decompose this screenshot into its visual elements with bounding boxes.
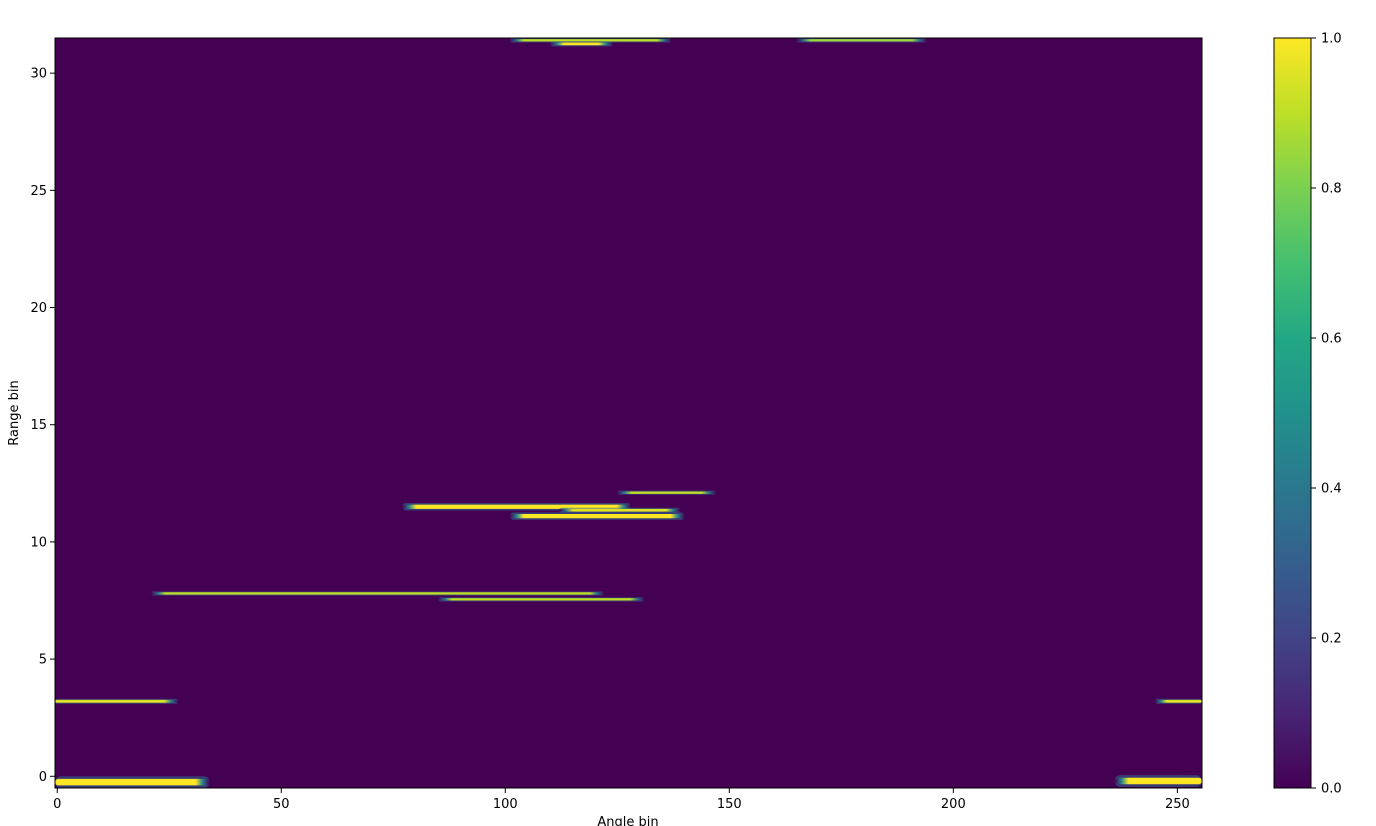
- plot-frame: [54, 37, 1203, 789]
- heatmap-feature: [550, 42, 613, 46]
- heatmap-feature: [509, 514, 685, 519]
- colorbar-tick-label: 0.2: [1321, 632, 1342, 647]
- x-axis-title: Angle bin: [597, 815, 658, 826]
- heatmap-feature: [1154, 699, 1202, 703]
- x-tick-label: 50: [273, 797, 290, 812]
- colorbar-tick-label: 0.8: [1321, 182, 1342, 197]
- y-tick-label: 10: [30, 535, 47, 550]
- x-axis: 0 50 100 150 200 250: [53, 788, 1190, 812]
- heatmap-feature: [617, 491, 716, 494]
- x-tick-label: 150: [717, 797, 742, 812]
- heatmap-feature: [796, 39, 927, 42]
- heatmap-feature: [151, 592, 604, 595]
- heatmap-feature: [55, 778, 210, 786]
- colorbar-tick-label: 0.4: [1321, 482, 1342, 497]
- colorbar-tick-label: 1.0: [1321, 32, 1342, 47]
- colorbar-tick-label: 0.0: [1321, 782, 1342, 797]
- y-tick-label: 30: [30, 67, 47, 82]
- heatmap-feature: [55, 699, 179, 703]
- heatmap-background: [55, 38, 1202, 788]
- heatmap-features: [55, 38, 1202, 788]
- heatmap-feature: [438, 598, 645, 601]
- y-tick-label: 0: [39, 770, 47, 785]
- x-tick-label: 200: [941, 797, 966, 812]
- y-tick-label: 15: [30, 418, 47, 433]
- y-tick-label: 5: [39, 653, 47, 668]
- colorbar: 0.0 0.2 0.4 0.6 0.8 1.0: [1273, 32, 1342, 797]
- x-tick-label: 0: [53, 797, 61, 812]
- heatmap-feature: [1114, 777, 1202, 785]
- y-axis-title: Range bin: [7, 380, 22, 445]
- colorbar-frame: [1273, 37, 1312, 789]
- y-tick-label: 25: [30, 184, 47, 199]
- colorbar-tick-label: 0.6: [1321, 332, 1342, 347]
- heatmap-feature: [559, 508, 681, 512]
- colorbar-gradient: [1274, 38, 1311, 788]
- x-tick-label: 250: [1165, 797, 1190, 812]
- y-tick-label: 20: [30, 301, 47, 316]
- heatmap-feature: [509, 39, 672, 42]
- x-tick-label: 100: [493, 797, 518, 812]
- y-axis: 0 5 10 15 20 25 30: [30, 67, 55, 785]
